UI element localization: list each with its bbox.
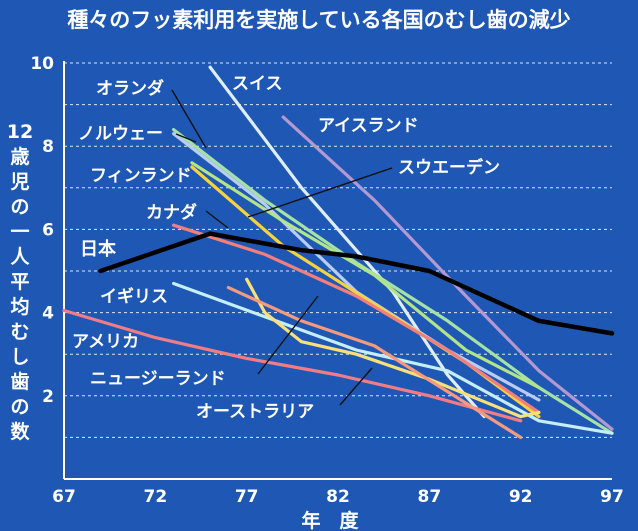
tick-labels: 67 72 77 82 87 92 97 2 4 6 8 10 xyxy=(30,54,624,507)
y-tick-4: 4 xyxy=(42,304,54,324)
series-label-10: ニュージーランド xyxy=(90,369,226,389)
series-line-7 xyxy=(98,231,615,336)
series-line-8 xyxy=(172,281,614,435)
series-label-2: オランダ xyxy=(96,78,164,99)
x-tick-77: 77 xyxy=(235,487,259,507)
series-label-6: カナダ xyxy=(146,202,197,223)
x-tick-72: 72 xyxy=(143,487,167,507)
series-line-6 xyxy=(172,223,541,414)
leader-line-4 xyxy=(257,295,319,375)
label-leader-lines xyxy=(171,89,393,406)
series-line-4 xyxy=(190,165,541,419)
series-label-11: オーストラリア xyxy=(196,402,314,422)
chart-title: 種々のフッ素利用を実施している各国のむし歯の減少 xyxy=(67,8,570,32)
series-label-4: フィンランド xyxy=(90,166,192,186)
y-axis-label: 12 歳児の一人平均むし歯の数 xyxy=(7,121,33,443)
series-lines xyxy=(62,65,615,439)
series-label-8: イギリス xyxy=(100,287,168,307)
y-tick-8: 8 xyxy=(42,137,54,157)
series-line-5 xyxy=(190,161,541,390)
series-line-9 xyxy=(62,308,523,423)
y-tick-6: 6 xyxy=(42,220,54,240)
x-tick-87: 87 xyxy=(417,487,441,507)
series-label-0: スイス xyxy=(232,74,283,94)
x-tick-67: 67 xyxy=(52,487,76,507)
series-label-7: 日本 xyxy=(80,238,116,260)
series-line-1 xyxy=(281,115,614,431)
y-tick-10: 10 xyxy=(30,54,54,74)
leader-line-5 xyxy=(339,367,373,406)
leader-line-2 xyxy=(247,167,393,218)
series-label-5: スウエーデン xyxy=(398,157,500,178)
series-label-1: アイスランド xyxy=(318,116,419,136)
series-label-3: ノルウェー xyxy=(78,124,163,144)
series-line-11 xyxy=(226,286,523,439)
series-label-9: アメリカ xyxy=(72,332,139,352)
series-line-10 xyxy=(245,277,541,419)
x-axis-label: 年 度 xyxy=(301,509,359,531)
y-tick-2: 2 xyxy=(42,387,54,407)
x-tick-82: 82 xyxy=(326,487,350,507)
x-tick-92: 92 xyxy=(509,487,533,507)
x-tick-97: 97 xyxy=(600,487,624,507)
axes xyxy=(63,61,612,480)
leader-line-0 xyxy=(171,89,207,149)
leader-line-1 xyxy=(175,133,197,143)
series-line-2 xyxy=(172,128,614,435)
leader-line-3 xyxy=(205,210,229,229)
